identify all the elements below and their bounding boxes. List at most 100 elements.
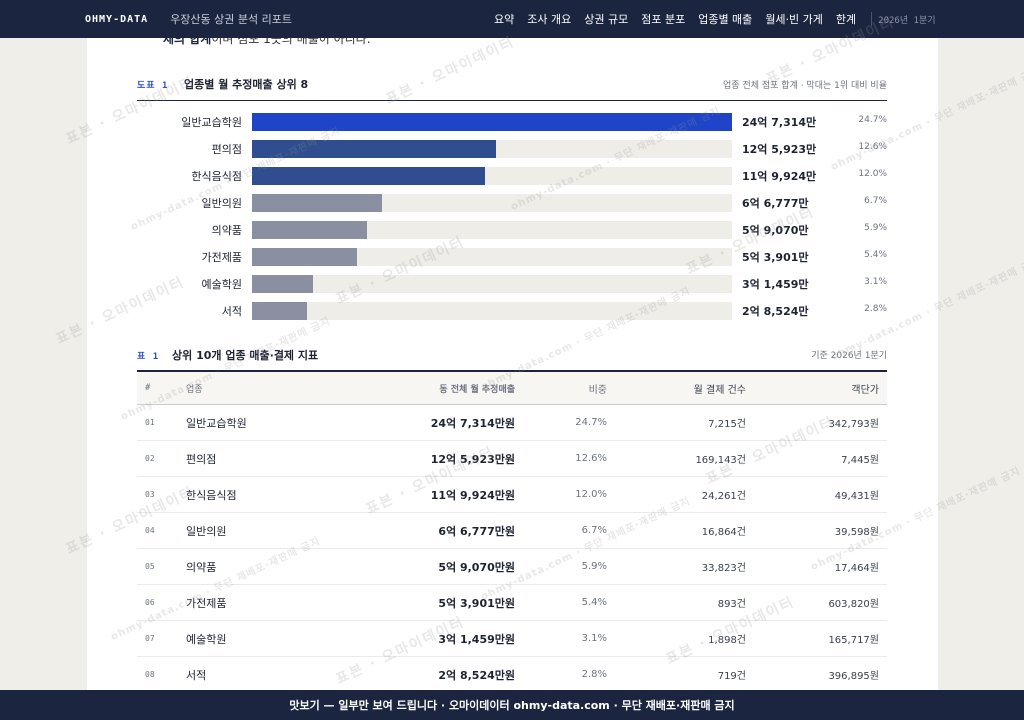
bar-pct-label: 5.9% [864,223,887,233]
preview-banner: 맛보기 — 일부만 보여 드립니다 · 오마이데이터 ohmy-data.com… [0,690,1024,720]
nav-store-distribution[interactable]: 점포 분포 [641,13,686,26]
row-category: 서적 [186,656,334,690]
table-row: 07 예술학원 3억 1,459만원 3.1% 1,898건 165,717원 [137,620,887,657]
bar-row: 한식음식점 11억 9,924만 12.0% [137,166,887,186]
bar-row: 일반의원 6억 6,777만 6.7% [137,193,887,213]
row-category: 일반교습학원 [186,404,334,441]
table-row: 08 서적 2억 8,524만원 2.8% 719건 396,895원 [137,656,887,690]
bar-label: 가전제품 [201,251,242,264]
bar-row: 편의점 12억 5,923만 12.6% [137,139,887,159]
bar-row: 예술학원 3억 1,459만 3.1% [137,274,887,294]
bar-value-label: 24억 7,314만 [742,116,817,129]
row-avg-ticket: 603,820원 [747,584,887,621]
bar [252,275,313,293]
row-transactions: 16,864건 [608,512,747,549]
bar-label: 의약품 [211,224,242,237]
table-title: 상위 10개 업종 매출·결제 지표 [172,349,319,362]
bar-label: 일반교습학원 [181,116,242,129]
row-share: 3.1% [515,620,608,657]
row-category: 한식음식점 [186,476,334,513]
bar-label: 편의점 [211,143,242,156]
table-header: 표 1 상위 10개 업종 매출·결제 지표 기준 2026년 1분기 [137,344,887,372]
row-avg-ticket: 17,464원 [747,548,887,585]
row-avg-ticket: 396,895원 [747,656,887,690]
bar-label: 예술학원 [201,278,242,291]
row-rank: 08 [137,656,186,690]
bar-track [252,140,732,158]
body-text: 제의 합계이며 점포 1곳의 매출이 아니다. [163,38,371,47]
bar [252,302,307,320]
bar [252,140,496,158]
bar-pct-label: 6.7% [864,196,887,206]
bar-track [252,194,732,212]
bar-track [252,113,732,131]
nav-limitations[interactable]: 한계 [835,13,857,26]
report-date: 2026년 1분기 [878,15,936,26]
bar [252,113,732,131]
table-row: 03 한식음식점 11억 9,924만원 12.0% 24,261건 49,431원 [137,476,887,513]
row-rank: 07 [137,620,186,657]
table-row: 01 일반교습학원 24억 7,314만원 24.7% 7,215건 342,793원 [137,404,887,441]
top-navigation-bar: OHMY-DATA 우장산동 상권 분석 리포트 요약 조사 개요 상권 규모 … [0,0,1024,38]
bar [252,248,357,266]
bar-pct-label: 12.6% [858,142,887,152]
bar-row: 의약품 5억 9,070만 5.9% [137,220,887,240]
metrics-table: # 업종 동 전체 월 추정매출 비중 월 결제 건수 객단가 01 일반교습학원… [137,372,887,690]
row-category: 일반의원 [186,512,334,549]
row-avg-ticket: 342,793원 [747,404,887,441]
report-page: 제의 합계이며 점포 1곳의 매출이 아니다. 도표 1 업종별 월 추정매출 … [87,38,938,690]
table-row: 04 일반의원 6억 6,777만원 6.7% 16,864건 39,598원 [137,512,887,549]
row-avg-ticket: 49,431원 [747,476,887,513]
row-rank: 02 [137,440,186,477]
bar [252,221,367,239]
bar-track [252,167,732,185]
row-share: 5.4% [515,584,608,621]
row-transactions: 1,898건 [608,620,747,657]
row-rank: 03 [137,476,186,513]
bar-track [252,275,732,293]
row-share: 12.6% [515,440,608,477]
bar [252,194,382,212]
nav-market-size[interactable]: 상권 규모 [584,13,629,26]
nav-sales-by-category[interactable]: 업종별 매출 [698,13,753,26]
row-category: 예술학원 [186,620,334,657]
row-rank: 05 [137,548,186,585]
row-avg-ticket: 7,445원 [747,440,887,477]
row-category: 의약품 [186,548,334,585]
row-transactions: 169,143건 [608,440,747,477]
brand-logo[interactable]: OHMY-DATA [85,13,149,25]
bar-row: 일반교습학원 24억 7,314만 24.7% [137,112,887,132]
row-transactions: 719건 [608,656,747,690]
body-text-bold: 제의 합계 [163,38,212,46]
bar-value-label: 11억 9,924만 [742,170,817,183]
table-row: 05 의약품 5억 9,070만원 5.9% 33,823건 17,464원 [137,548,887,585]
nav-summary[interactable]: 요약 [494,13,515,26]
row-share: 24.7% [515,404,608,441]
row-category: 편의점 [186,440,334,477]
body-text-rest: 이며 점포 1곳의 매출이 아니다. [211,38,371,46]
row-rank: 04 [137,512,186,549]
col-rank: # [137,372,186,405]
nav-rent-vacancy[interactable]: 월세·빈 가게 [765,13,823,26]
bar-pct-label: 24.7% [858,115,887,125]
row-transactions: 893건 [608,584,747,621]
row-share: 2.8% [515,656,608,690]
row-category: 가전제품 [186,584,334,621]
row-monthly-sales: 3억 1,459만원 [334,620,515,657]
row-rank: 01 [137,404,186,441]
bar-value-label: 2억 8,524만 [742,305,809,318]
bar-value-label: 12억 5,923만 [742,143,817,156]
bar-pct-label: 12.0% [858,169,887,179]
table-row: 02 편의점 12억 5,923만원 12.6% 169,143건 7,445원 [137,440,887,477]
bar-label: 한식음식점 [191,170,242,183]
row-share: 6.7% [515,512,608,549]
figure-header: 도표 1 업종별 월 추정매출 상위 8 업종 전체 점포 합계 · 막대는 1… [137,70,887,101]
bar-label: 일반의원 [201,197,242,210]
row-transactions: 33,823건 [608,548,747,585]
bar-track [252,221,732,239]
table-header-row: # 업종 동 전체 월 추정매출 비중 월 결제 건수 객단가 [137,372,887,405]
bar-pct-label: 3.1% [864,277,887,287]
figure-tag: 도표 1 [137,81,169,91]
row-transactions: 24,261건 [608,476,747,513]
nav-survey-overview[interactable]: 조사 개요 [527,13,572,26]
